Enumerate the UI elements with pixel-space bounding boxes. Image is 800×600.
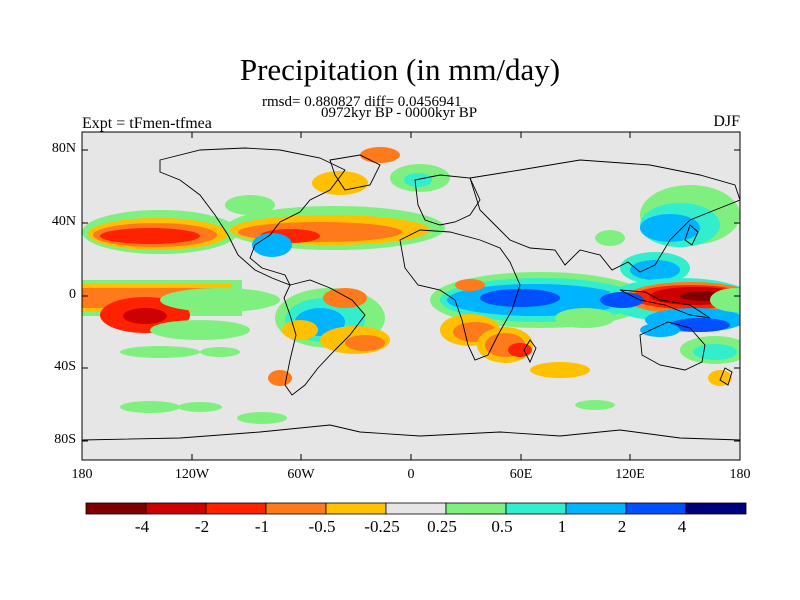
colorbar-box: [145, 502, 207, 515]
lon-tick-label: 120W: [174, 467, 210, 482]
page-title: Precipitation (in mm/day): [239, 52, 561, 87]
lat-tick-label: 80S: [54, 432, 76, 447]
axis-ticks: [82, 132, 740, 460]
colorbar-box: [385, 502, 447, 515]
lat-tick-label: 0: [69, 287, 76, 302]
lon-tick-label: 180: [729, 467, 751, 482]
colorbar-label: -1: [254, 517, 270, 536]
colorbar-box: [265, 502, 327, 515]
colorbar-box: [205, 502, 267, 515]
colorbar-label: 1: [557, 517, 567, 536]
colorbar-label: -4: [134, 517, 150, 536]
colorbar-box: [445, 502, 507, 515]
lon-tick-label: 60E: [509, 467, 533, 482]
colorbar-box: [625, 502, 687, 515]
lon-tick-label: 60W: [287, 467, 315, 482]
season-label: DJF: [713, 113, 740, 130]
stats-line: rmsd= 0.880827 diff= 0.0456941: [262, 94, 462, 110]
colorbar-label: 0.25: [427, 517, 457, 536]
colorbar-label: 2: [617, 517, 627, 536]
lat-tick-label: 40N: [51, 214, 76, 229]
colorbar-box: [505, 502, 567, 515]
lon-tick-label: 120E: [615, 467, 645, 482]
colorbar-box: [565, 502, 627, 515]
period-line: 0972kyr BP - 0000kyr BP: [321, 105, 478, 121]
anomaly-field: [82, 147, 740, 424]
colorbar-box: [85, 502, 147, 515]
colorbar-label: -0.25: [364, 517, 400, 536]
colorbar: [85, 502, 747, 515]
colorbar-label: 0.5: [491, 517, 513, 536]
lat-tick-label: 40S: [54, 359, 76, 374]
colorbar-box: [325, 502, 387, 515]
lat-tick-label: 80N: [51, 141, 76, 156]
colorbar-box: [685, 502, 747, 515]
colorbar-label: -2: [194, 517, 210, 536]
lon-tick-label: 0: [407, 467, 415, 482]
coastlines: [82, 147, 740, 441]
colorbar-label: 4: [677, 517, 687, 536]
experiment-label: Expt = tFmen-tfmea: [82, 115, 212, 132]
colorbar-label: -0.5: [308, 517, 336, 536]
lon-tick-label: 180: [71, 467, 93, 482]
